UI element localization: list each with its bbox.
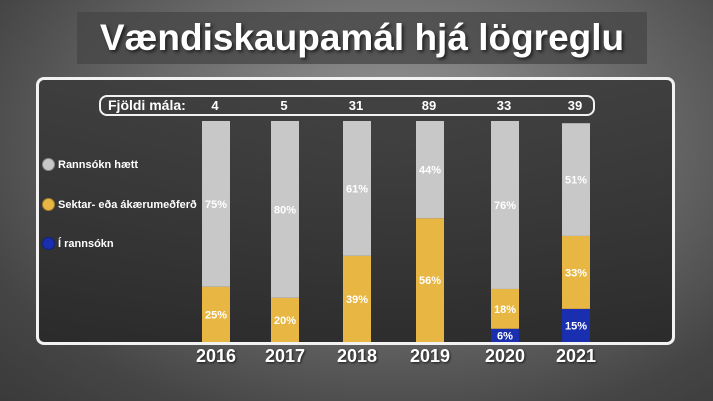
legend-label: Rannsókn hætt — [58, 158, 139, 171]
title-banner: Vændiskaupamál hjá lögreglu — [77, 12, 647, 64]
bar-percent-label: 56% — [419, 275, 441, 287]
bar-segment — [562, 308, 590, 342]
bar-segment — [562, 123, 590, 236]
bar-percent-label: 33% — [565, 267, 587, 279]
bar-segment — [343, 121, 371, 256]
bar-segment — [416, 121, 444, 219]
legend-swatch-blue — [42, 237, 55, 250]
bar-percent-label: 44% — [419, 165, 441, 177]
case-count-2017: 5 — [280, 98, 288, 113]
chart-title: Vændiskaupamál hjá lögreglu — [99, 17, 625, 58]
case-count-2016: 4 — [211, 98, 219, 113]
bar-percent-label: 51% — [565, 175, 587, 187]
case-count-2019: 89 — [421, 98, 437, 113]
case-count-2018: 31 — [348, 98, 364, 113]
case-count-label: Fjöldi mála: — [108, 97, 186, 113]
legend-item-rannsokn-haett: Rannsókn hætt — [42, 158, 138, 171]
year-label-2020: 2020 — [484, 346, 526, 366]
bar-segment — [491, 288, 519, 329]
bar-percent-label: 18% — [494, 304, 516, 316]
legend-label: Í rannsókn — [58, 237, 114, 250]
bar-segment — [271, 297, 299, 342]
bar-percent-label: 6% — [497, 330, 513, 342]
legend-label: Sektar- eða ákærumeðferð — [58, 198, 197, 211]
bar-segment — [202, 286, 230, 342]
legend-item-i-rannsokn: Í rannsókn — [42, 237, 114, 250]
bar-percent-label: 20% — [274, 315, 296, 327]
bar-percent-label: 61% — [346, 183, 368, 195]
case-count-2021: 39 — [567, 98, 583, 113]
legend-item-sektar: Sektar- eða ákærumeðferð — [42, 198, 197, 211]
bar-percent-label: 39% — [346, 294, 368, 306]
bar-segment — [271, 121, 299, 298]
year-label-2017: 2017 — [264, 346, 306, 366]
bar-percent-label: 75% — [205, 199, 227, 211]
bar-segment — [202, 121, 230, 287]
bar-segment — [343, 255, 371, 342]
case-count-2020: 33 — [496, 98, 512, 113]
bar-segment — [416, 218, 444, 342]
year-label-2021: 2021 — [555, 346, 597, 366]
year-label-2019: 2019 — [409, 346, 451, 366]
bar-percent-label: 25% — [205, 309, 227, 321]
legend-swatch-grey — [42, 158, 55, 171]
bar-percent-label: 80% — [274, 204, 296, 216]
year-label-2018: 2018 — [336, 346, 378, 366]
bar-segment — [562, 235, 590, 309]
legend-swatch-yellow — [42, 198, 55, 211]
bar-segment — [491, 121, 519, 289]
bar-segment — [491, 328, 519, 342]
case-count-row — [99, 95, 595, 116]
bar-percent-label: 15% — [565, 320, 587, 332]
year-label-2016: 2016 — [195, 346, 237, 366]
bar-percent-label: 76% — [494, 200, 516, 212]
